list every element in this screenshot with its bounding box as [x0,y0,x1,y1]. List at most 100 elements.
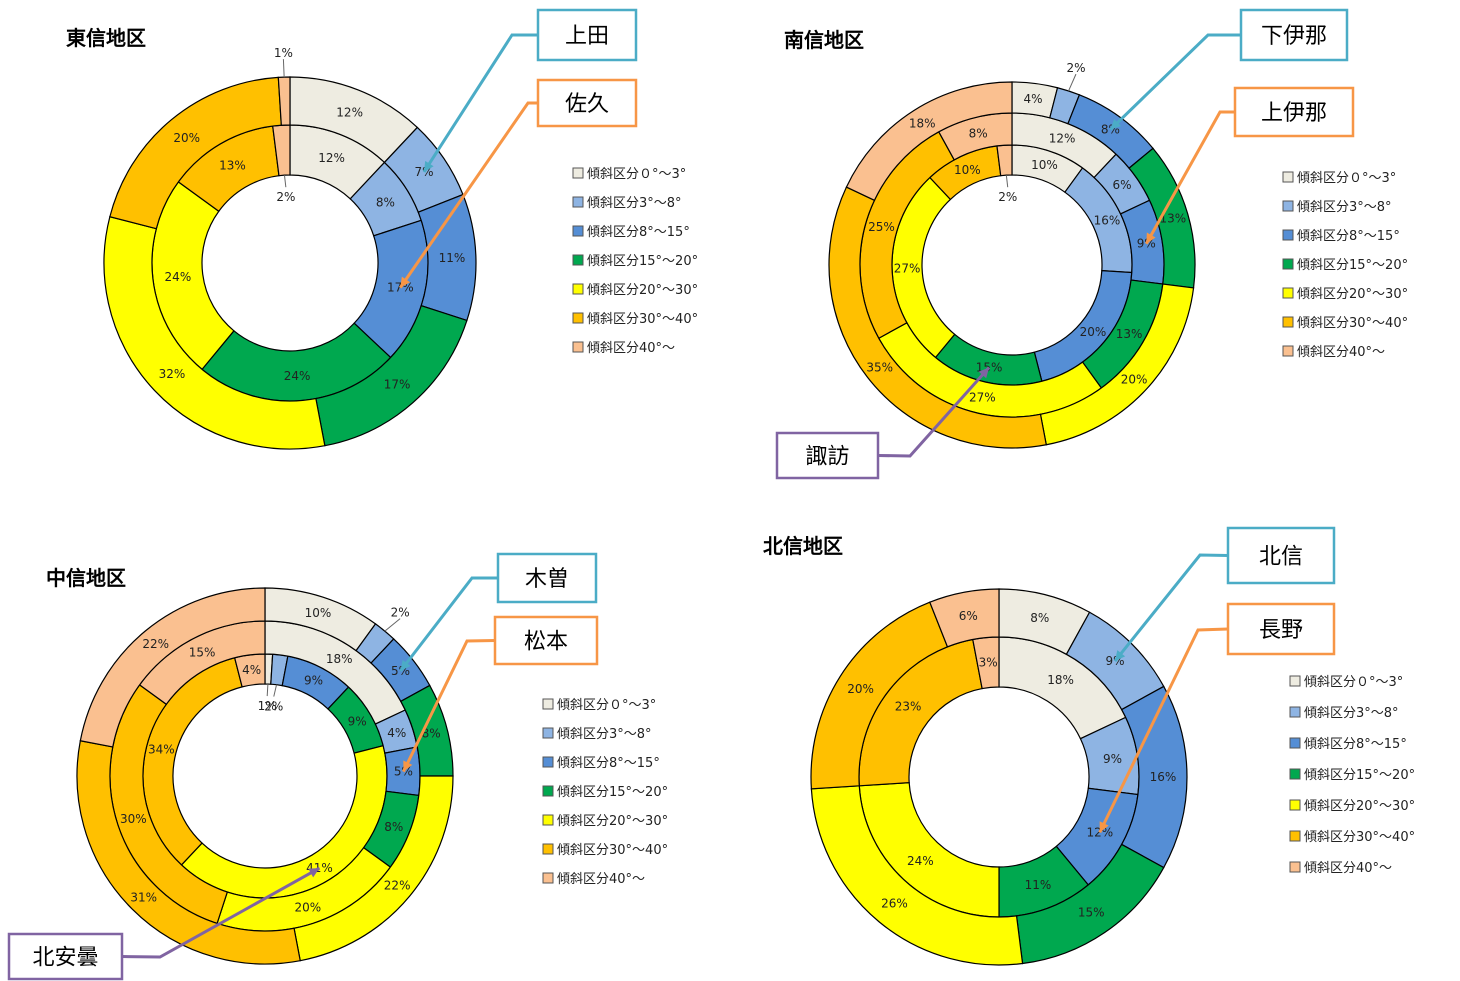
segment-outer-40+ [277,76,291,126]
callout-arrowhead [1110,118,1122,130]
legend-label: 傾斜区分8°～15° [557,756,660,771]
legend-swatch [1282,345,1294,357]
data-label: 20% [847,682,874,696]
leader-line [384,618,401,632]
data-label: 24% [284,369,311,383]
callout-box [1226,602,1336,656]
callout-box [1239,8,1349,62]
callout-label: 上伊那 [1261,101,1327,126]
callout-arrowhead [403,760,413,772]
legend-swatch [542,698,554,710]
data-label: 13% [1116,327,1143,341]
data-label: 20% [173,131,200,145]
legend-label: 傾斜区分20°～30° [557,814,668,829]
legend-swatch [1282,171,1294,183]
legend-label: 傾斜区分40°～ [587,341,675,356]
callout-box [536,8,638,62]
callout-line [422,33,538,173]
legend-swatch [1282,316,1294,328]
hokushin-title: 北信地区 [763,534,843,558]
callout-label: 北安曇 [32,946,98,971]
callout-arrowhead [423,160,434,172]
legend-label: 傾斜区分30°～40° [557,843,668,858]
legend-swatch [572,167,584,179]
legend-label: 傾斜区分3°～8° [1304,706,1399,721]
legend-label: 傾斜区分3°～8° [1297,200,1392,215]
callout-label: 佐久 [565,92,609,117]
callout-label: 松本 [524,630,568,655]
legend-swatch [1282,258,1294,270]
data-label: 20% [1080,325,1107,339]
toshin-donut-chart: 東信地区 12%8%17%24%24%13%2%12%7%11%17%32%20… [66,8,698,450]
data-label: 10% [305,606,332,620]
callout-label: 長野 [1259,618,1303,643]
callout-label: 木曽 [525,567,569,592]
legend-swatch [1289,768,1301,780]
data-label: 11% [439,251,466,265]
callout-line [877,366,991,458]
legend-label: 傾斜区分15°～20° [1297,258,1408,273]
data-label: 16% [1094,213,1121,227]
legend-label: 傾斜区分20°～30° [1304,799,1415,814]
data-label: 26% [881,896,908,910]
data-label: 2% [998,190,1017,204]
data-label: 12% [318,151,345,165]
data-label: 30% [120,812,147,826]
data-label: 22% [384,878,411,892]
data-label: 24% [907,854,934,868]
legend-label: 傾斜区分40°～ [1304,861,1392,876]
data-label: 20% [1121,373,1148,387]
data-label: 27% [969,391,996,405]
callout-arrowhead [308,868,320,878]
callout-box [775,431,880,480]
callout-box [1226,526,1336,585]
data-label: 6% [1113,178,1132,192]
data-label: 25% [868,220,895,234]
legend-label: 傾斜区分8°～15° [1297,229,1400,244]
legend-label: 傾斜区分15°～20° [587,254,698,269]
legend-label: 傾斜区分40°～ [557,872,645,887]
data-label: 8% [422,726,441,740]
data-label: 35% [866,361,893,375]
segment-outer-40+ [929,588,1000,648]
legend-label: 傾斜区分０°～3° [1297,171,1396,186]
legend-swatch [1289,737,1301,749]
legend-swatch [572,225,584,237]
data-label: 32% [159,367,186,381]
callout-arrowhead [978,367,990,379]
callout-box [493,615,599,666]
legend-swatch [1282,229,1294,241]
legend-swatch [572,341,584,353]
legend-swatch [1282,200,1294,212]
data-label: 1% [274,46,293,60]
callout-line [1145,110,1235,245]
data-label: 4% [242,663,261,677]
segment-outer-40+ [845,81,1013,202]
data-label: 16% [1150,770,1177,784]
legend-label: 傾斜区分０°～3° [587,167,686,182]
callout-label: 下伊那 [1261,24,1327,49]
chushin-title: 中信地区 [46,566,126,590]
legend-label: 傾斜区分15°～20° [1304,768,1415,783]
data-label: 22% [142,637,169,651]
callout-arrowhead [1114,650,1126,662]
data-label: 18% [909,117,936,131]
legend-label: 傾斜区分30°～40° [1304,830,1415,845]
data-label: 8% [1030,611,1049,625]
data-label: 27% [894,261,921,275]
data-label: 34% [148,742,175,756]
data-label: 24% [165,270,192,284]
data-label: 15% [189,646,216,660]
legend-swatch [542,727,554,739]
chushin-donut-chart: 中信地区 1%2%9%9%41%34%4%18%4%5%8%20%30%15%1… [7,552,668,981]
nanshin-donut-chart: 南信地区 10%16%20%15%27%10%2%12%6%9%13%27%25… [775,8,1408,480]
callout-label: 北信 [1259,545,1303,570]
legend-swatch [572,312,584,324]
data-label: 6% [959,609,978,623]
legend-label: 傾斜区分8°～15° [587,225,690,240]
legend-label: 傾斜区分40°～ [1297,345,1385,360]
callout-line [402,639,496,773]
data-label: 17% [384,378,411,392]
callout-box [496,552,598,604]
